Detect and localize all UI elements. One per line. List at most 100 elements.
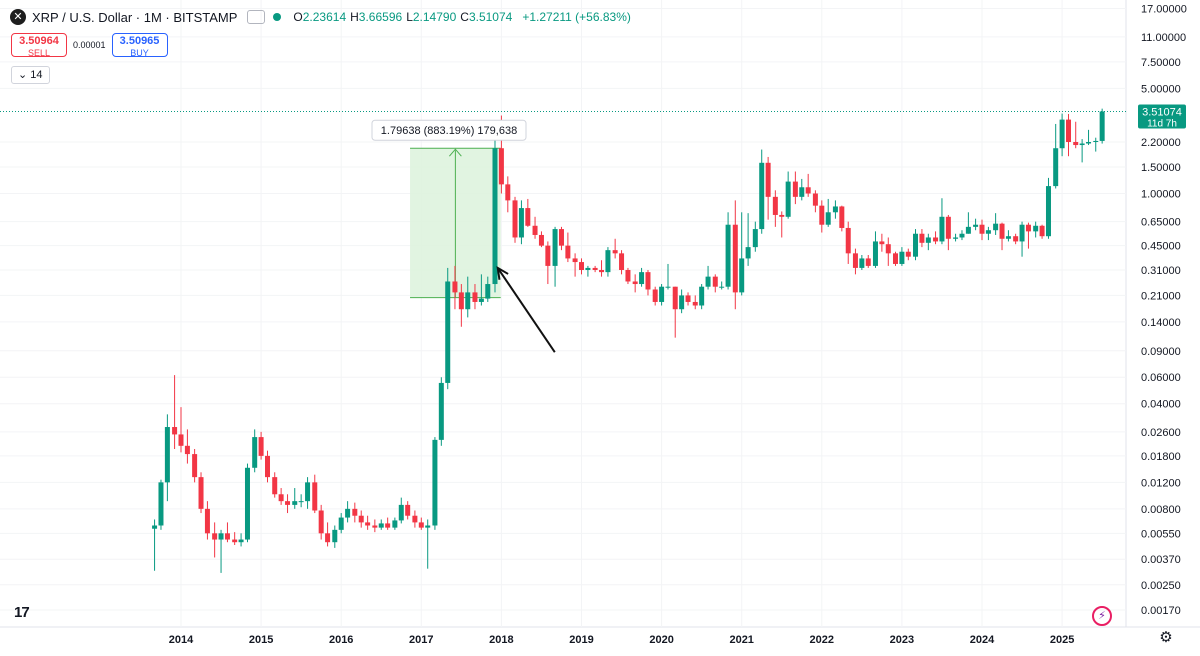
candle	[184, 429, 190, 464]
candle-body	[752, 229, 758, 248]
candle	[358, 510, 364, 528]
candle	[198, 472, 204, 514]
buy-label: BUY	[130, 48, 149, 58]
arrow-annotation[interactable]	[496, 267, 556, 353]
candle	[832, 200, 838, 219]
candle-body	[825, 212, 831, 225]
x-tick-label: 2021	[729, 634, 753, 646]
candle	[505, 176, 511, 213]
candle-body	[652, 289, 658, 302]
candle	[705, 265, 711, 290]
visibility-toggle-icon[interactable]	[247, 10, 266, 24]
candle	[164, 414, 170, 502]
candle	[765, 156, 771, 220]
candle-body	[965, 226, 971, 234]
ohlc-key-h: H	[350, 10, 359, 24]
symbol-title[interactable]: XRP / U.S. Dollar · 1M · BITSTAMP	[32, 9, 238, 25]
candle-body	[1073, 142, 1079, 146]
candle-body	[565, 245, 571, 259]
candle-body	[999, 223, 1005, 239]
candle-body	[398, 504, 404, 521]
candle-body	[745, 247, 751, 259]
candle	[999, 222, 1005, 251]
x-tick-label: 2020	[649, 634, 673, 646]
candle	[218, 529, 224, 573]
candle	[378, 519, 384, 530]
y-tick-label: 11.00000	[1141, 32, 1186, 44]
candle	[1053, 123, 1059, 189]
candle	[525, 198, 531, 227]
candle-body	[472, 292, 478, 302]
candle-body	[498, 148, 504, 185]
candle	[752, 221, 758, 252]
candle	[158, 479, 164, 530]
candle	[899, 247, 905, 266]
candle	[558, 226, 564, 251]
candle-body	[312, 482, 318, 511]
candle	[385, 517, 391, 530]
candle-body	[318, 510, 324, 534]
candle	[732, 200, 738, 310]
candle	[725, 212, 731, 290]
candle-body	[345, 508, 351, 518]
candle	[592, 265, 598, 273]
y-tick-label: 0.09000	[1141, 346, 1181, 358]
tradingview-logo-icon[interactable]: 17	[14, 604, 30, 621]
candle	[1093, 137, 1099, 152]
candle	[172, 375, 178, 449]
candle	[318, 504, 324, 540]
arrow-annotation-head	[496, 266, 509, 280]
settings-gear-icon[interactable]: ⚙	[1159, 629, 1173, 646]
candle	[805, 173, 811, 197]
candle	[905, 248, 911, 261]
candle-body	[372, 525, 378, 528]
candle-body	[458, 292, 464, 310]
candle-body	[1086, 142, 1092, 144]
candle	[325, 522, 331, 547]
candle-body	[538, 234, 544, 246]
candle-body	[792, 181, 798, 197]
candle	[605, 247, 611, 277]
y-tick-label: 5.00000	[1141, 83, 1181, 95]
candle	[258, 431, 264, 460]
candle-body	[212, 533, 218, 540]
candle-body	[612, 250, 618, 254]
candle	[685, 292, 691, 306]
candle-body	[712, 276, 718, 287]
candle	[432, 437, 438, 530]
y-tick-label: 2.20000	[1141, 137, 1181, 149]
y-tick-label: 1.00000	[1141, 188, 1181, 200]
y-tick-label: 0.45000	[1141, 241, 1181, 253]
sell-price: 3.50964	[19, 35, 59, 47]
candle-body	[979, 224, 985, 234]
candle	[985, 226, 991, 241]
candle	[845, 221, 851, 264]
y-tick-label: 0.00170	[1141, 605, 1181, 617]
ohlc-value-c: 3.51074	[468, 10, 513, 24]
candle-body	[425, 525, 431, 528]
indicators-toggle[interactable]: ⌄ 14	[11, 66, 50, 84]
y-tick-label: 0.65000	[1141, 217, 1181, 229]
candle	[398, 497, 404, 524]
candle-body	[412, 515, 418, 523]
candle	[1059, 113, 1065, 157]
candle-body	[645, 272, 651, 290]
flash-icon[interactable]: ⚡	[1092, 606, 1112, 626]
candle-body	[238, 539, 244, 543]
candle	[785, 171, 791, 219]
candle-body	[338, 517, 344, 530]
candle-body	[625, 269, 631, 282]
y-tick-label: 0.01800	[1141, 451, 1181, 463]
candle-body	[292, 501, 298, 505]
candle-body	[272, 477, 278, 495]
candle-body	[305, 482, 311, 502]
sell-button[interactable]: 3.50964 SELL	[11, 33, 67, 58]
candle-body	[532, 225, 538, 235]
buy-button[interactable]: 3.50965 BUY	[111, 33, 168, 58]
candle-body	[478, 298, 484, 302]
candle-body	[492, 148, 498, 285]
candle	[492, 131, 498, 293]
candle-body	[1033, 225, 1039, 232]
candle-body	[385, 523, 391, 528]
